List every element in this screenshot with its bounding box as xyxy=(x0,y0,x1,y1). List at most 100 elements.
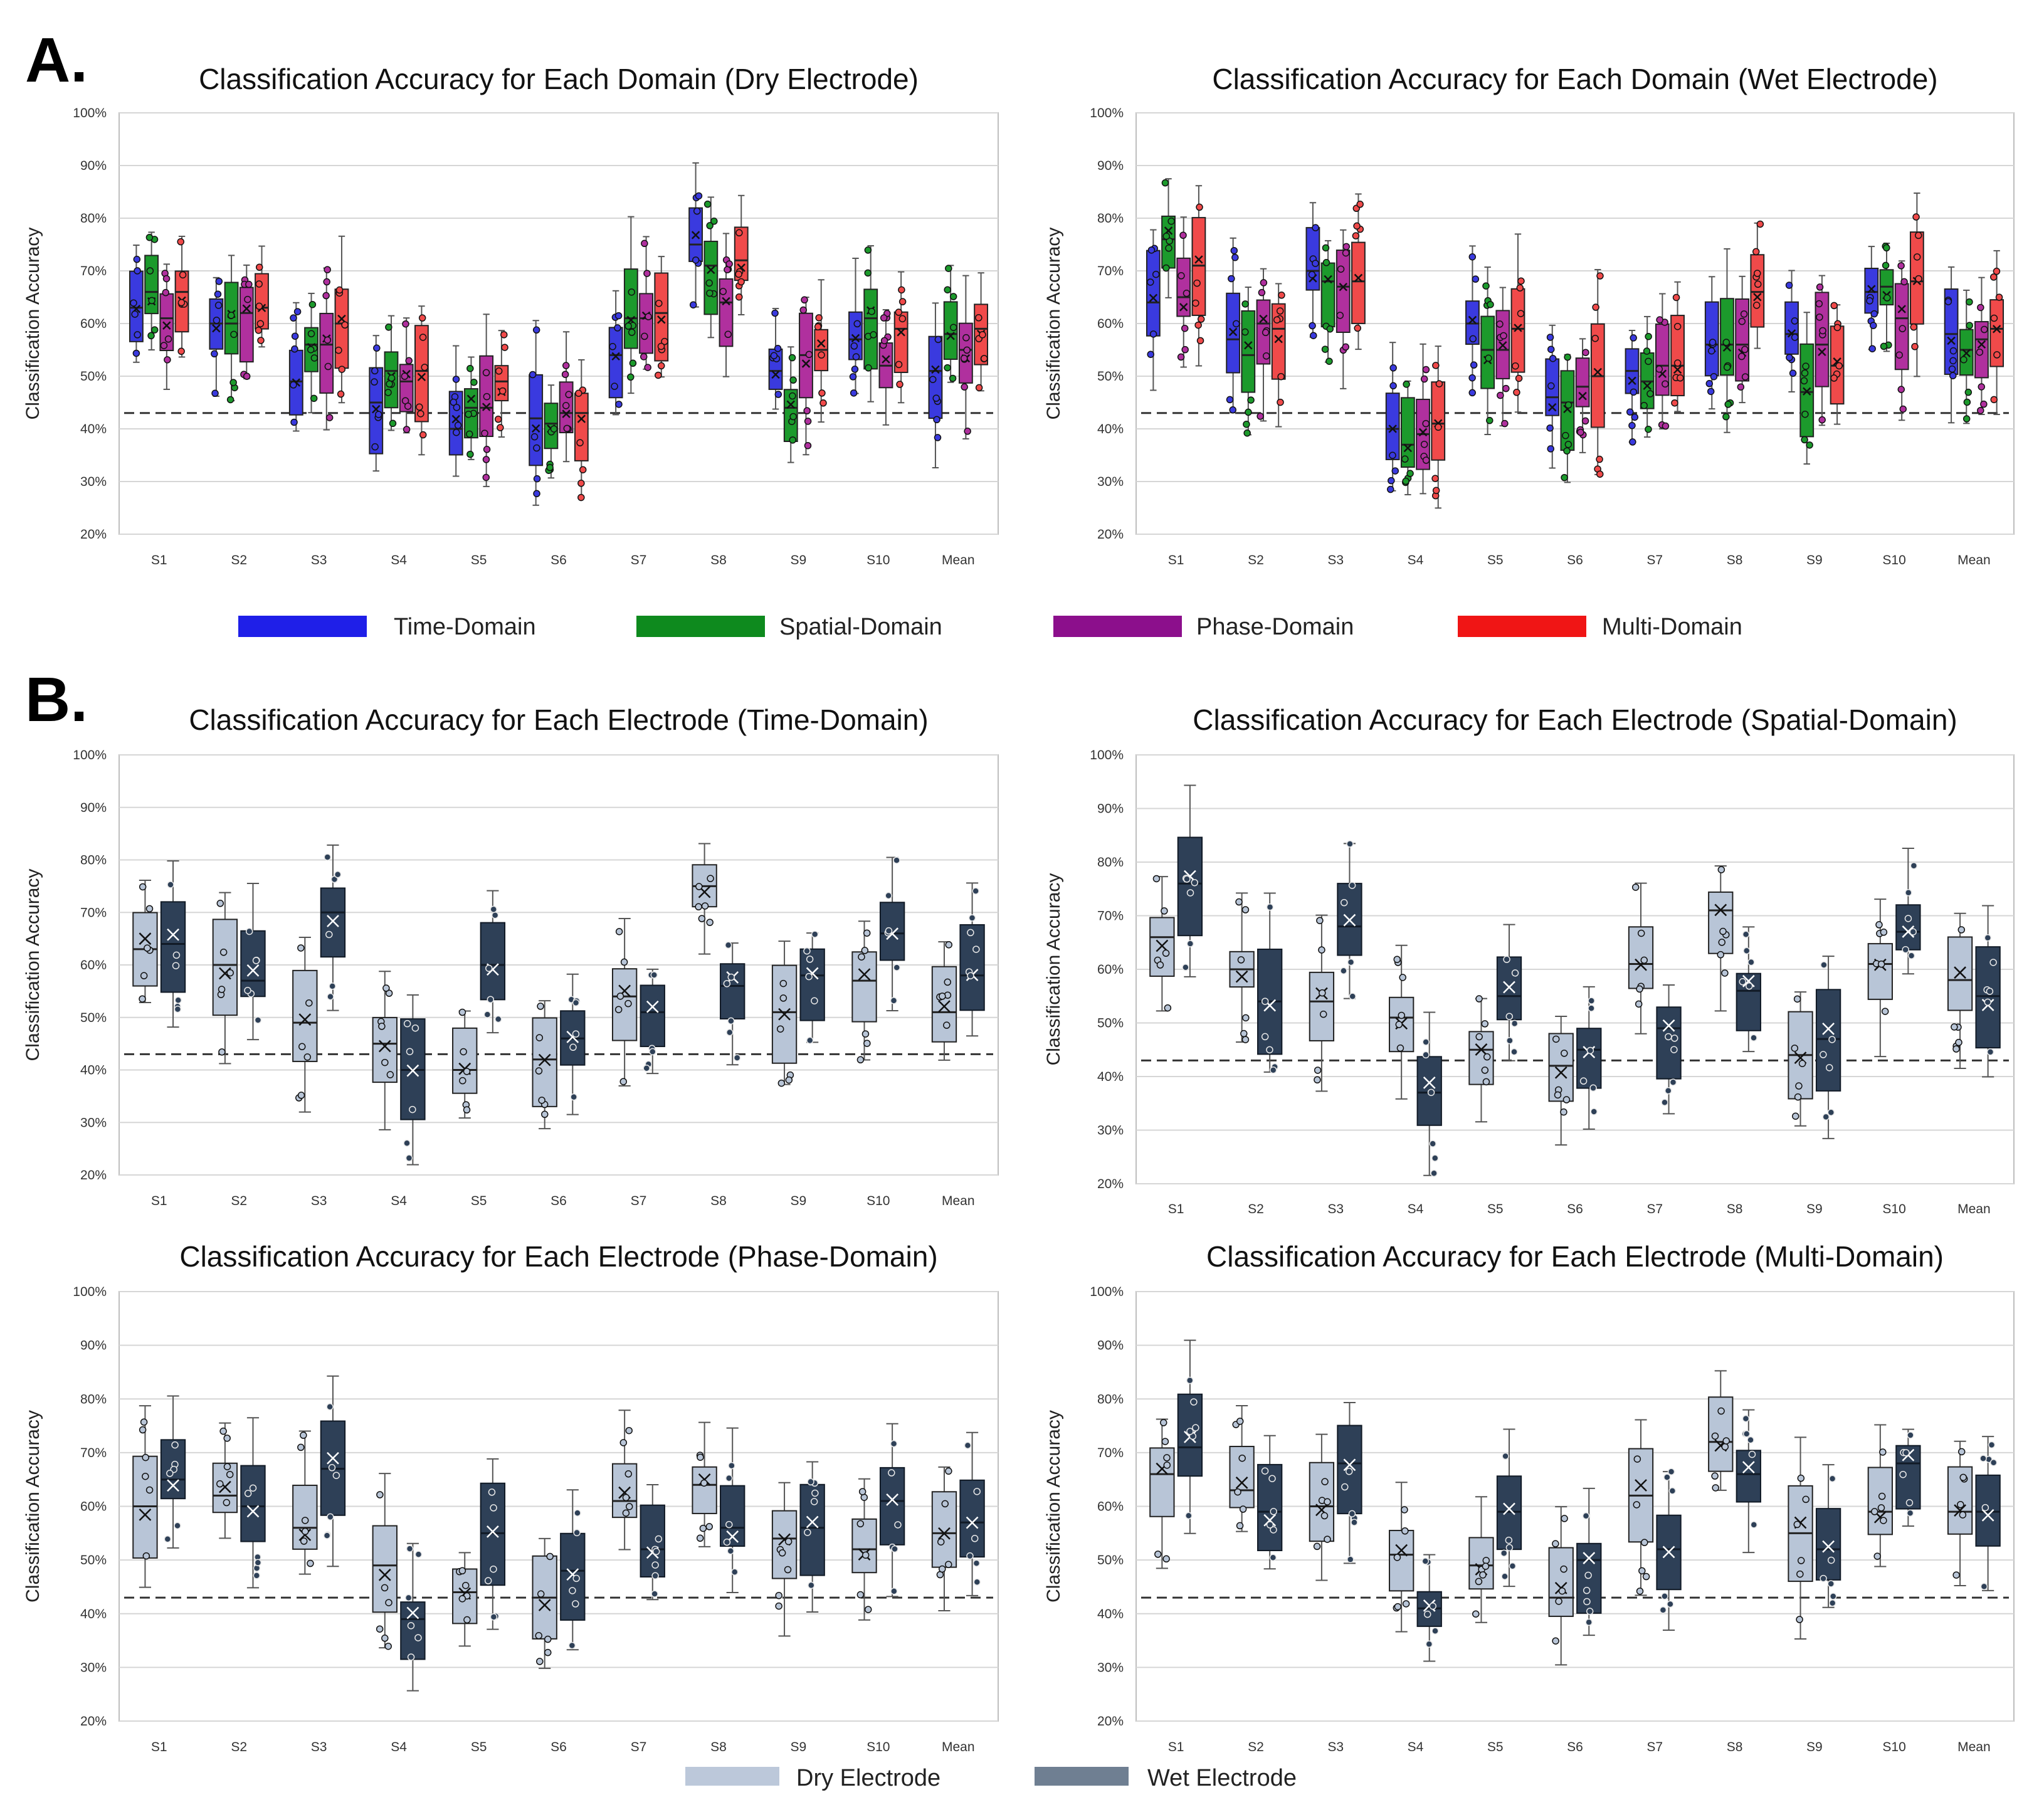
x-tick-label: S8 xyxy=(710,1194,727,1208)
box-body xyxy=(720,963,745,1019)
data-point xyxy=(148,297,155,305)
x-tick-label: S4 xyxy=(1408,1202,1424,1216)
data-point xyxy=(337,390,345,398)
data-point xyxy=(536,1658,544,1665)
data-point xyxy=(1402,477,1409,485)
data-point xyxy=(1179,231,1187,240)
box-mean-marker xyxy=(482,403,491,411)
data-point xyxy=(1502,1452,1509,1460)
data-point xyxy=(628,288,636,296)
data-point xyxy=(1866,297,1873,305)
data-point xyxy=(968,914,976,922)
data-point xyxy=(966,1552,974,1560)
data-point xyxy=(577,493,585,502)
x-tick-label: Mean xyxy=(942,553,975,567)
data-point xyxy=(401,372,409,380)
data-point xyxy=(490,1504,497,1512)
y-tick-label: 100% xyxy=(1090,748,1124,762)
data-point xyxy=(167,881,174,888)
box-mean-marker xyxy=(1388,424,1397,433)
data-point xyxy=(1349,993,1356,1000)
data-point xyxy=(963,346,971,354)
data-point xyxy=(858,953,865,961)
data-point xyxy=(1870,322,1877,329)
box-mean-marker xyxy=(1593,367,1602,377)
box-mean-marker xyxy=(1235,1476,1248,1489)
panel-a-label: A. xyxy=(25,25,88,95)
y-tick-label: 70% xyxy=(80,905,107,920)
data-point xyxy=(880,337,888,345)
box-mean-marker xyxy=(577,414,586,423)
x-tick-label: S10 xyxy=(867,1194,890,1208)
data-point xyxy=(1638,1567,1646,1575)
data-point xyxy=(1386,485,1394,493)
data-point xyxy=(1230,246,1238,255)
data-point xyxy=(466,430,473,438)
data-point xyxy=(1147,350,1154,358)
data-point xyxy=(1341,1483,1349,1491)
box-body xyxy=(1895,1445,1921,1510)
data-point xyxy=(249,1484,257,1492)
data-point xyxy=(325,414,334,421)
data-point xyxy=(411,1024,419,1032)
y-tick-label: 100% xyxy=(1090,106,1124,120)
box-mean-marker xyxy=(1803,387,1811,396)
data-point xyxy=(1801,436,1808,444)
data-point xyxy=(1181,345,1189,354)
data-point xyxy=(1712,1484,1719,1492)
data-point xyxy=(719,288,727,295)
data-point xyxy=(219,949,228,956)
data-point xyxy=(1742,1414,1750,1423)
data-point xyxy=(619,1078,628,1085)
data-point xyxy=(1238,1454,1246,1462)
x-tick-label: S4 xyxy=(1408,1740,1424,1754)
data-point xyxy=(861,1030,870,1038)
data-point xyxy=(1721,969,1729,977)
data-point xyxy=(1978,383,1985,391)
data-point xyxy=(614,312,623,320)
data-point xyxy=(162,275,171,283)
box-mean-marker xyxy=(1635,1479,1647,1492)
data-point xyxy=(291,345,298,353)
box-body xyxy=(334,288,349,369)
data-point xyxy=(1546,334,1554,341)
data-point xyxy=(1707,347,1715,355)
data-point xyxy=(1549,354,1557,362)
box-mean-marker xyxy=(897,328,905,337)
data-point xyxy=(1487,300,1494,308)
data-point xyxy=(245,280,253,288)
data-point xyxy=(1228,275,1235,283)
data-point xyxy=(1977,406,1984,414)
box-body xyxy=(372,1016,398,1083)
data-point xyxy=(1819,327,1826,335)
data-point xyxy=(1481,1066,1489,1074)
data-point xyxy=(803,407,811,414)
data-point xyxy=(1512,362,1519,370)
data-point xyxy=(1951,1023,1958,1031)
data-point xyxy=(1319,1010,1327,1018)
data-point xyxy=(1907,1431,1914,1439)
data-point xyxy=(1192,299,1199,307)
data-point xyxy=(1910,323,1917,331)
x-tick-label: S6 xyxy=(551,553,567,567)
y-tick-label: 60% xyxy=(80,1500,107,1514)
data-point xyxy=(1245,408,1252,416)
data-point xyxy=(575,389,582,397)
data-point xyxy=(546,463,554,471)
chart-domain-wet: Classification Accuracy for Each Domain … xyxy=(1043,63,2015,567)
data-point xyxy=(1429,1140,1436,1147)
data-point xyxy=(1906,1509,1914,1517)
box-body xyxy=(544,403,559,450)
data-point xyxy=(1900,278,1908,286)
data-point xyxy=(1421,1557,1430,1565)
data-point xyxy=(1797,1557,1805,1564)
data-point xyxy=(1626,408,1634,416)
data-point xyxy=(1959,1511,1967,1519)
box-mean-marker xyxy=(1714,903,1727,917)
data-point xyxy=(1661,1593,1668,1600)
data-point xyxy=(624,1470,633,1478)
data-point xyxy=(1977,303,1984,312)
data-point xyxy=(1241,328,1249,336)
box-body xyxy=(480,922,506,1001)
data-point xyxy=(1152,270,1160,278)
